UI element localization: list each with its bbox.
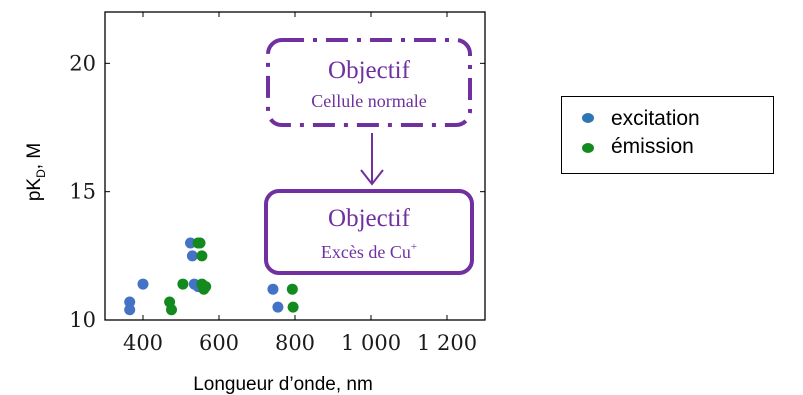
x-tick-label: 600: [199, 331, 239, 355]
data-point-excitation: [272, 301, 284, 313]
data-point-excitation: [137, 278, 149, 290]
y-tick-label: 15: [69, 180, 96, 204]
annotation-bottom-box: Objectif Excès de Cu+: [264, 189, 474, 275]
x-tick-label: 800: [275, 331, 315, 355]
legend-item-excitation: excitation: [582, 107, 700, 130]
data-point-emission: [166, 304, 177, 316]
data-point-emission: [194, 237, 206, 249]
legend-item-emission: émission: [582, 135, 694, 158]
legend-marker-emission: [582, 143, 594, 153]
annotation-bottom-box-frame: [264, 189, 474, 275]
x-axis-label: Longueur d’onde, nm: [193, 374, 373, 395]
legend-marker-excitation: [582, 113, 594, 123]
data-point-excitation: [186, 250, 198, 262]
annotation-top-box: Objectif Cellule normale: [266, 38, 472, 127]
data-point-excitation: [185, 237, 196, 249]
annotation-top-box-frame: [266, 38, 472, 127]
data-point-excitation: [267, 283, 279, 295]
plot-area: 400 600 800 1 000 1 200 10 15 20: [69, 11, 486, 355]
annotation-bottom-title: Objectif: [328, 205, 411, 232]
y-axis-label: pKD, M: [24, 143, 48, 201]
legend: excitation émission: [561, 96, 774, 174]
data-point-excitation: [124, 296, 136, 308]
data-point-excitation: [124, 304, 136, 316]
annotation-bottom-subtitle: Excès de Cu+: [321, 241, 417, 262]
annotation-arrow: [360, 133, 384, 186]
data-point-emission: [286, 283, 298, 295]
x-tick-label: 1 200: [417, 331, 477, 355]
data-point-emission: [177, 278, 189, 290]
data-point-emission: [287, 301, 299, 313]
data-point-emission: [196, 250, 208, 262]
x-tick-label: 1 000: [341, 331, 401, 355]
legend-frame: [561, 96, 774, 174]
legend-label-excitation: excitation: [611, 107, 700, 130]
annotation-top-title: Objectif: [328, 57, 411, 84]
y-tick-label: 10: [69, 308, 96, 332]
data-point-emission: [200, 281, 212, 293]
annotation-top-subtitle: Cellule normale: [311, 91, 426, 111]
legend-label-emission: émission: [611, 135, 694, 158]
x-tick-label: 400: [123, 331, 163, 355]
y-tick-label: 20: [69, 51, 96, 75]
